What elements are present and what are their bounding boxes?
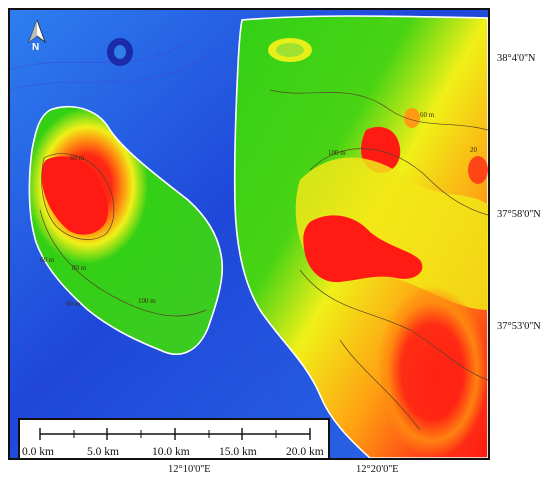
- contour-label: 60 m: [70, 154, 85, 162]
- north-letter: N: [32, 42, 40, 53]
- longitude-label-left: 12°10'0''E: [168, 464, 211, 475]
- east-central-red: [303, 215, 423, 283]
- scale-label-5: 5.0 km: [87, 446, 119, 458]
- scale-bar: 0.0 km 5.0 km 10.0 km 15.0 km 20.0 km: [18, 418, 330, 458]
- contour-label: 100 m: [138, 297, 156, 305]
- contour-label: 20: [470, 146, 478, 154]
- seamount: [107, 38, 133, 66]
- latitude-label-bottom: 37°53'0''N: [497, 321, 541, 332]
- contour-label: 100 m: [328, 149, 346, 157]
- longitude-label-right: 12°20'0''E: [356, 464, 399, 475]
- latitude-label-top: 38°4'0''N: [497, 53, 536, 64]
- contour-label: 60 m: [40, 256, 55, 264]
- west-peak: [41, 156, 109, 235]
- contour-label: 60 m: [66, 300, 81, 308]
- scale-bar-line: [39, 428, 311, 440]
- contour-label: 80 m: [72, 264, 87, 272]
- map-frame: 60 m 60 m 80 m 100 m 60 m 100 m 20 60 m …: [8, 8, 490, 460]
- east-south-red: [376, 285, 488, 458]
- contour-label: 60 m: [420, 111, 435, 119]
- latitude-label-middle: 37°58'0''N: [497, 209, 541, 220]
- contour-labels: 60 m 60 m 80 m 100 m 60 m 100 m 20 60 m: [40, 111, 478, 308]
- north-arrow: N: [24, 18, 50, 56]
- scale-label-20: 20.0 km: [286, 446, 324, 458]
- scale-label-10: 10.0 km: [152, 446, 190, 458]
- scale-label-15: 15.0 km: [219, 446, 257, 458]
- north-arrow-icon: [28, 18, 46, 44]
- scale-label-0: 0.0 km: [22, 446, 54, 458]
- bathymetry-map: 60 m 60 m 80 m 100 m 60 m 100 m 20 60 m: [10, 10, 488, 458]
- land-contours: [39, 89, 488, 431]
- small-hill: [404, 108, 420, 128]
